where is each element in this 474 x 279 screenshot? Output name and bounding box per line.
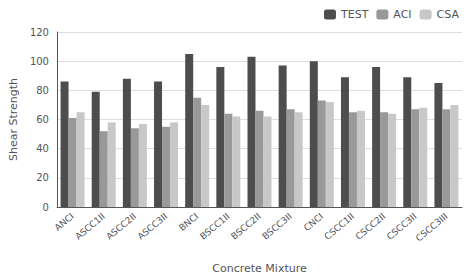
svg-text:BNCI: BNCI bbox=[177, 211, 200, 233]
svg-text:CSCC1II: CSCC1II bbox=[322, 211, 356, 242]
svg-text:80: 80 bbox=[36, 85, 49, 96]
svg-text:BSCC1II: BSCC1II bbox=[198, 211, 231, 241]
svg-text:BSCC3II: BSCC3II bbox=[260, 211, 293, 241]
svg-text:ASCC2II: ASCC2II bbox=[104, 211, 138, 241]
svg-text:0: 0 bbox=[43, 202, 49, 213]
svg-text:ASCC1II: ASCC1II bbox=[73, 211, 107, 241]
svg-text:100: 100 bbox=[30, 56, 49, 67]
svg-text:ASCC3II: ASCC3II bbox=[136, 211, 170, 241]
svg-text:ANCI: ANCI bbox=[53, 211, 76, 233]
svg-text:CSCC3II: CSCC3II bbox=[385, 211, 419, 242]
svg-text:40: 40 bbox=[36, 143, 49, 154]
svg-text:ACI: ACI bbox=[393, 8, 411, 21]
svg-text:BSCC2II: BSCC2II bbox=[229, 211, 262, 241]
svg-text:TEST: TEST bbox=[340, 8, 369, 21]
svg-text:CSCC2II: CSCC2II bbox=[354, 211, 388, 242]
svg-text:20: 20 bbox=[36, 172, 49, 183]
svg-text:CSCC3III: CSCC3III bbox=[414, 211, 450, 243]
svg-text:60: 60 bbox=[36, 114, 49, 125]
svg-text:CSA: CSA bbox=[437, 8, 460, 21]
svg-text:120: 120 bbox=[30, 27, 49, 38]
svg-text:Shear Strength: Shear Strength bbox=[7, 78, 20, 161]
svg-text:Concrete Mixture: Concrete Mixture bbox=[212, 262, 307, 275]
svg-text:CNCI: CNCI bbox=[302, 211, 325, 233]
